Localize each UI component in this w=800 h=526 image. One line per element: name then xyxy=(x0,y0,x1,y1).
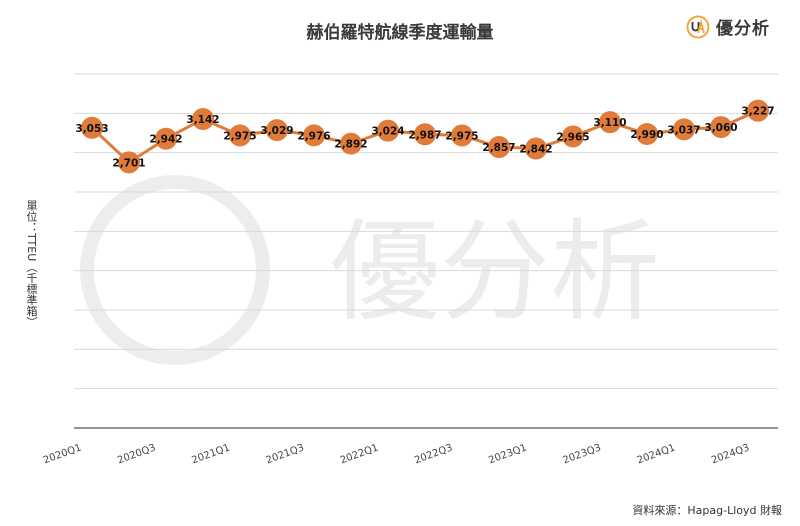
brand-name: 優分析 xyxy=(716,19,770,39)
watermark-logo-ring xyxy=(80,175,270,365)
y-axis-label: 單位：TTEU（千標準箱） xyxy=(25,200,38,328)
x-tick-label: 2024Q1 xyxy=(636,442,677,466)
data-label: 3,037 xyxy=(667,124,700,136)
data-label: 2,987 xyxy=(408,129,441,141)
brand-logo-icon xyxy=(686,15,710,38)
data-label: 2,990 xyxy=(630,129,663,141)
data-label: 3,024 xyxy=(371,126,404,138)
data-label: 3,142 xyxy=(186,114,219,126)
source-note: 資料來源：Hapag-Lloyd 財報 xyxy=(632,504,782,517)
data-point xyxy=(155,127,177,150)
x-tick-label: 2023Q1 xyxy=(487,442,528,466)
data-label: 3,227 xyxy=(741,106,774,118)
data-point xyxy=(81,116,103,139)
data-label: 3,060 xyxy=(704,122,737,134)
data-point xyxy=(562,125,584,148)
data-point xyxy=(414,123,436,146)
data-label: 3,053 xyxy=(75,123,108,135)
x-tick-label: 2020Q3 xyxy=(116,442,157,466)
data-label: 2,975 xyxy=(445,130,478,142)
data-point xyxy=(747,99,769,122)
data-point xyxy=(377,119,399,142)
brand: 優分析 xyxy=(686,14,770,39)
data-label: 2,976 xyxy=(297,130,330,142)
data-point xyxy=(673,118,695,141)
data-point xyxy=(303,124,325,147)
data-point xyxy=(192,108,214,131)
data-point xyxy=(599,111,621,134)
data-label: 3,029 xyxy=(260,125,293,137)
x-tick-label: 2022Q3 xyxy=(413,442,454,466)
data-point xyxy=(266,119,288,142)
data-point xyxy=(710,116,732,139)
data-point xyxy=(525,137,547,160)
x-tick-label: 2024Q3 xyxy=(710,442,751,466)
data-label: 2,965 xyxy=(556,131,589,143)
watermark: 優分析 xyxy=(80,175,660,365)
data-point xyxy=(488,136,510,159)
data-point xyxy=(229,124,251,147)
data-label: 2,892 xyxy=(334,139,367,151)
x-tick-label: 2022Q1 xyxy=(339,442,380,466)
data-label: 2,842 xyxy=(519,144,552,156)
chart-title: 赫伯羅特航線季度運輸量 xyxy=(306,23,494,43)
data-point xyxy=(118,151,140,174)
data-point xyxy=(636,122,658,145)
data-point xyxy=(451,124,473,147)
x-tick-label: 2020Q1 xyxy=(42,442,83,466)
data-label: 3,110 xyxy=(593,117,626,129)
data-label: 2,975 xyxy=(223,130,256,142)
data-point xyxy=(340,132,362,155)
watermark-text: 優分析 xyxy=(330,208,660,336)
x-tick-labels: 2020Q1 2020Q3 2021Q1 2021Q3 2022Q1 2022Q3 2023… xyxy=(42,442,751,466)
series-line: 3,053 2,701 2,942 3,142 2,975 3,029 2,976 2,892… xyxy=(75,99,775,174)
data-label: 2,942 xyxy=(149,134,182,146)
data-label: 2,701 xyxy=(112,157,145,169)
data-label: 2,857 xyxy=(482,142,515,154)
x-tick-label: 2021Q3 xyxy=(265,442,306,466)
grid xyxy=(74,73,778,429)
x-tick-label: 2023Q3 xyxy=(562,442,603,466)
x-tick-label: 2021Q1 xyxy=(190,442,231,466)
